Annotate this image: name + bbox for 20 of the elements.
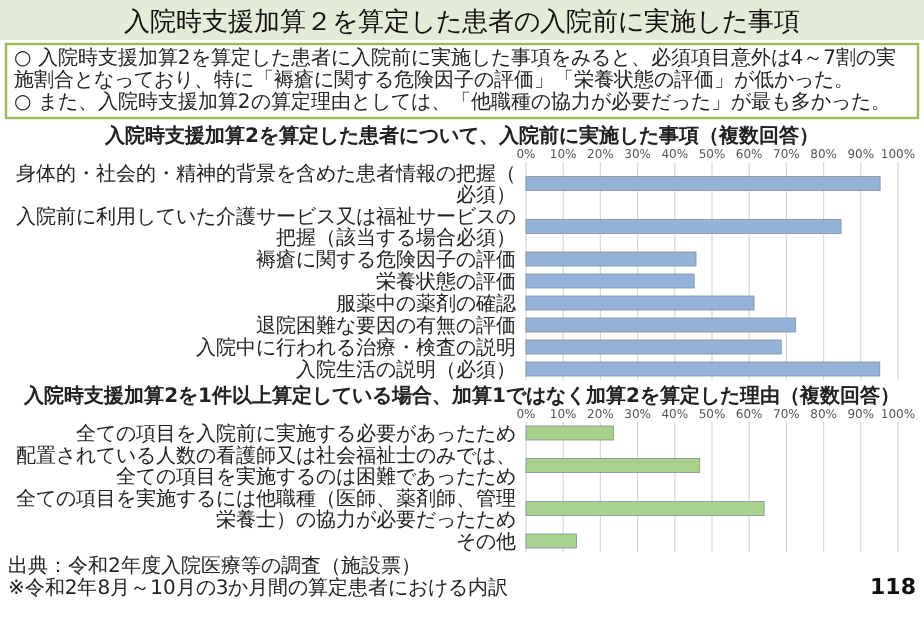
y-tick-label: 退院困難な要因の有無の評価 [256, 314, 516, 339]
text: 入院時支援加算２を算定した患者の入院前に実施した事項 [124, 6, 800, 38]
text: ○ また、入院時支援加算2の算定理由としては、「他職種の協力が必要だった」が最も多かった。 [14, 90, 891, 114]
y-tick-label: 入院中に行われる治療・検査の説明 [196, 336, 516, 361]
y-tick-label: 栄養状態の評価 [376, 270, 516, 295]
y-tick-label: 配置されている人数の看護師又は社会福祉士のみでは、全ての項目を実施するのは困難であったため [16, 444, 516, 490]
chart-title: 入院時支援加算2を算定した患者について、入院前に実施した事項（複数回答） [103, 124, 819, 148]
y-tick-label: 褥瘡に関する危険因子の評価 [256, 248, 516, 273]
y-tick-label: 全ての項目を入院前に実施する必要があったため [76, 422, 516, 447]
source-note: 出典：令和2年度入院医療等の調査（施設票） [8, 554, 421, 578]
chart-title: 入院時支援加算2を1件以上算定している場合、加算1ではなく加算2を算定した理由（複数回答） [22, 384, 900, 408]
y-tick-label: 全ての項目を実施するには他職種（医師、薬剤師、管理栄養士）の協力が必要だったため [16, 487, 516, 533]
text: ※令和2年8月～10月の3か月間の算定患者における内訳 [8, 576, 509, 600]
y-tick-label: 身体的・社会的・精神的背景を含めた患者情報の把握（必須） [16, 162, 516, 208]
y-tick-label: 入院前に利用していた介護サービス又は福祉サービスの把握（該当する場合必須） [16, 205, 516, 251]
text: ○ 入院時支援加算2を算定した患者に入院前に実施した事項をみると、必須項目意外は4～7割の実施割合となっており、特に「褥瘡に関する危険因子の評価」「栄養状態の評価」が低かった。 [14, 46, 896, 92]
y-tick-label: 入院生活の説明（必須） [296, 358, 516, 383]
y-tick-label: 服薬中の薬剤の確認 [336, 292, 516, 317]
y-tick-label: その他 [456, 530, 516, 555]
text: 118 [870, 574, 916, 600]
